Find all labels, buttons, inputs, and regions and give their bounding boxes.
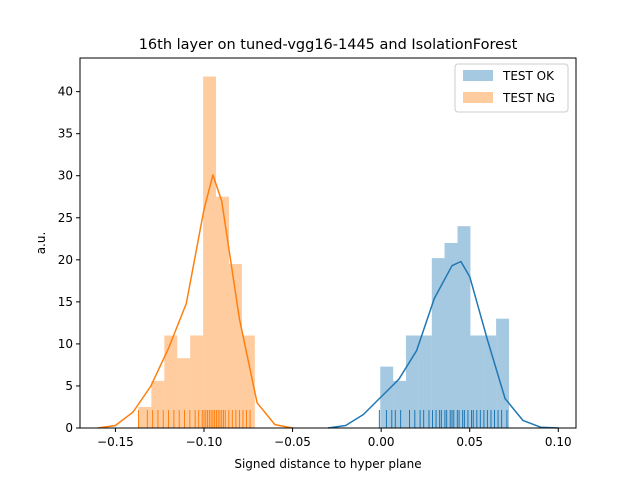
x-tick-label: −0.15 [97,435,134,449]
kde-line-test-ng [97,174,293,429]
hist-bar-test-ok [457,226,471,428]
legend-label-test-ng: TEST NG [502,91,555,105]
y-tick-label: 0 [65,421,73,435]
x-tick-label: 0.10 [545,435,572,449]
kde-line-test-ok [327,260,559,429]
y-tick-label: 10 [58,337,73,351]
x-axis-label: Signed distance to hyper plane [234,457,421,471]
hist-bar-test-ok [431,258,445,428]
hist-bar-test-ok [470,335,484,428]
legend-swatch-test-ng [463,92,493,103]
hist-bar-test-ok [380,366,394,428]
hist-bar-test-ng [190,335,204,428]
hist-bar-test-ok [496,318,510,428]
hist-bar-test-ng [151,380,165,428]
hist-bar-test-ng [138,406,152,428]
plot-area [97,76,559,429]
y-axis-label: a.u. [34,232,48,255]
axis-ticks: −0.15 −0.10 −0.05 0.00 0.05 0.10 0 5 10 15 20 25 30 3… [58,85,572,449]
x-tick-label: 0.00 [368,435,395,449]
hist-bar-test-ng [228,264,242,428]
series-test-ng [97,76,293,429]
legend-box [454,63,569,113]
hist-bar-test-ok [405,335,419,428]
y-tick-label: 30 [58,169,73,183]
hist-bar-test-ng [241,335,255,428]
y-tick-label: 35 [58,127,73,141]
y-tick-label: 15 [58,295,73,309]
x-tick-label: −0.05 [274,435,311,449]
hist-bar-test-ng [164,335,178,428]
hist-bar-test-ok [393,380,406,428]
legend-label-test-ok: TEST OK [502,69,555,83]
hist-bar-test-ng [177,358,191,428]
hist-bar-test-ok [418,335,432,428]
x-tick-label: −0.10 [186,435,223,449]
legend-swatch-test-ok [463,70,493,81]
y-tick-label: 20 [58,253,73,267]
hist-bar-test-ok [444,243,458,428]
hist-bar-test-ng [216,196,229,428]
series-test-ok [327,226,559,429]
hist-bar-test-ng [203,76,217,428]
y-tick-label: 40 [58,85,73,99]
axes-frame [79,57,577,429]
chart-title: 16th layer on tuned-vgg16-1445 and Isola… [139,37,518,53]
x-tick-label: 0.05 [456,435,483,449]
legend: TEST OK TEST NG [454,63,569,113]
y-tick-label: 25 [58,211,73,225]
y-tick-label: 5 [65,379,73,393]
